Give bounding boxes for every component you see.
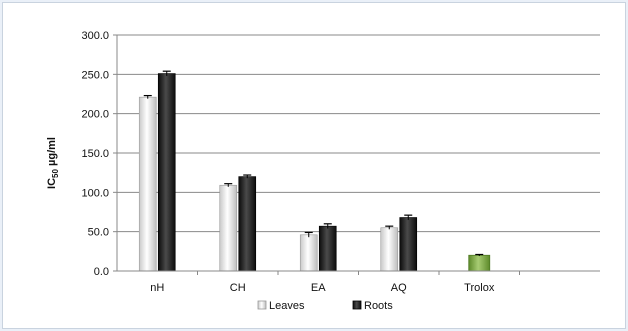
legend-label-leaves: Leaves xyxy=(269,300,305,312)
bar-chart: 0.0 50.0 100.0 150.0 200.0 250.0 300.0 nH CH EA A… xyxy=(46,30,600,312)
bar-leaves xyxy=(380,227,399,272)
y-tick-label: 300.0 xyxy=(81,30,109,42)
y-tick-label: 200.0 xyxy=(81,109,109,121)
y-tick-label: 150.0 xyxy=(81,148,109,160)
x-tick-label: CH xyxy=(230,282,246,294)
x-axis-ticks: nH CH EA AQ Trolox xyxy=(150,271,520,294)
gridlines xyxy=(117,34,600,233)
bar-roots xyxy=(318,225,337,272)
y-tick-label: 100.0 xyxy=(81,187,109,199)
y-axis-label-unit: µg/ml xyxy=(46,137,58,169)
bar-leaves xyxy=(219,184,238,272)
legend: Leaves Roots xyxy=(257,300,393,312)
x-tick-label: Trolox xyxy=(464,282,495,294)
legend-swatch-roots xyxy=(352,300,362,310)
x-tick-label: nH xyxy=(150,282,164,294)
legend-label-roots: Roots xyxy=(364,300,393,312)
y-tick-label: 250.0 xyxy=(81,69,109,81)
y-axis-label: IC50 µg/ml xyxy=(46,137,60,189)
bar-roots xyxy=(157,73,176,272)
y-tick-label: 0.0 xyxy=(94,266,109,278)
y-axis-ticks: 0.0 50.0 100.0 150.0 200.0 250.0 300.0 xyxy=(81,30,117,278)
legend-swatch-leaves xyxy=(257,300,267,310)
bar-roots xyxy=(399,217,418,272)
bar-roots xyxy=(238,176,257,272)
x-tick-label: EA xyxy=(311,282,326,294)
y-axis-label-main: IC xyxy=(46,178,58,189)
bar-leaves xyxy=(138,96,157,272)
y-tick-label: 50.0 xyxy=(88,227,109,239)
bars xyxy=(138,70,491,272)
bar-leaves xyxy=(299,234,318,272)
bar-reference xyxy=(468,254,491,272)
y-axis-label-sub: 50 xyxy=(51,169,60,178)
x-tick-label: AQ xyxy=(391,282,407,294)
